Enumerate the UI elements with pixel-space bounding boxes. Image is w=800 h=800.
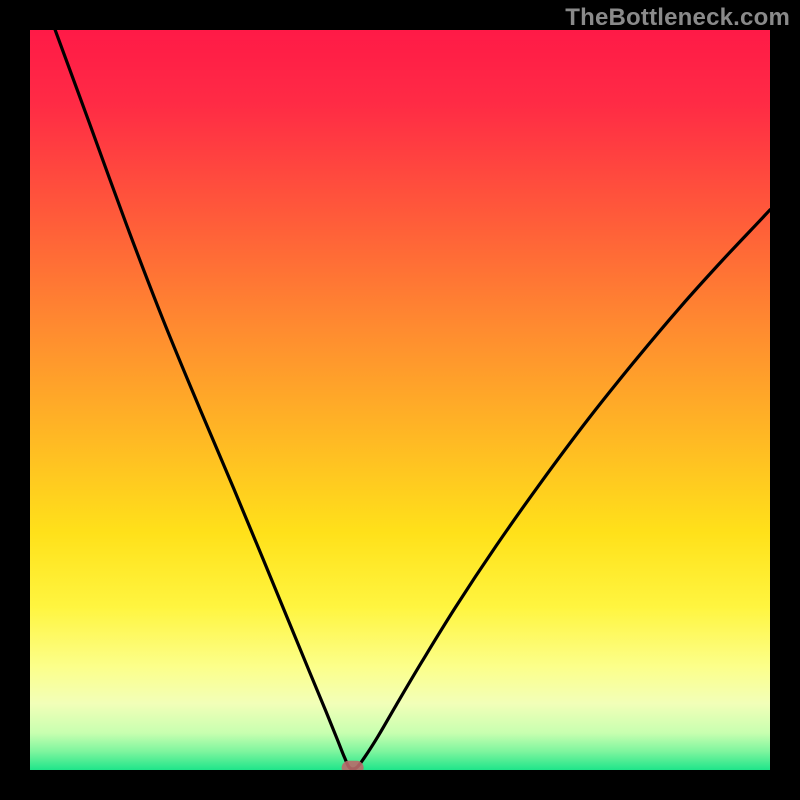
frame-border-left (0, 0, 30, 800)
frame-border-right (770, 0, 800, 800)
chart-frame: TheBottleneck.com (0, 0, 800, 800)
gradient-background (30, 30, 770, 770)
bottleneck-chart (0, 0, 800, 800)
watermark-text: TheBottleneck.com (565, 4, 790, 32)
frame-border-bottom (0, 770, 800, 800)
